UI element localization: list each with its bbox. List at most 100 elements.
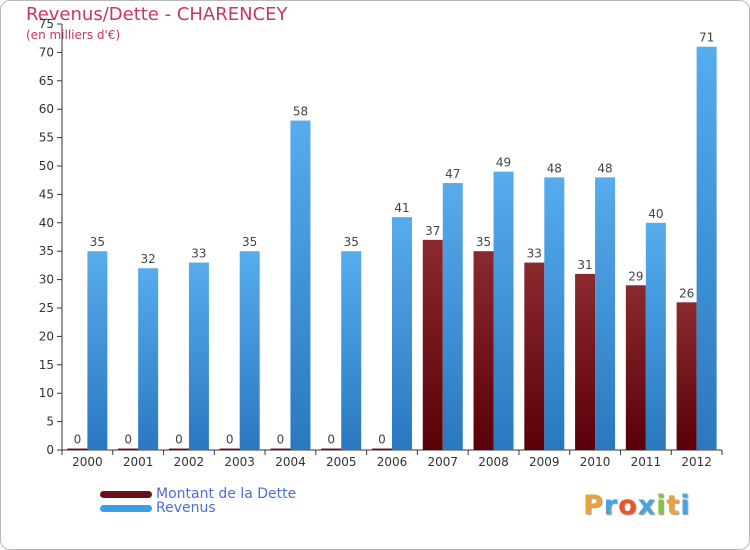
y-tick-label: 40 (39, 216, 54, 230)
x-tick-label: 2009 (529, 455, 560, 469)
logo-letter: o (618, 490, 638, 521)
bar-revenue (595, 177, 616, 451)
y-tick-label: 0 (46, 443, 54, 457)
data-label-revenue: 48 (597, 161, 612, 175)
data-label-debt: 31 (577, 258, 592, 272)
data-label-debt: 0 (124, 433, 132, 447)
data-label-revenue: 47 (445, 167, 460, 181)
legend-item-debt: Montant de la Dette (100, 486, 296, 502)
bar-debt (422, 239, 443, 450)
data-label-debt: 26 (679, 286, 694, 300)
legend-item-revenue: Revenus (100, 500, 216, 516)
y-tick-label: 5 (46, 415, 54, 429)
y-tick-label: 70 (39, 45, 54, 59)
bar-debt (372, 448, 392, 450)
bar-revenue (239, 251, 260, 450)
data-label-revenue: 35 (242, 235, 257, 249)
y-tick-label: 25 (39, 301, 54, 315)
x-tick-label: 2012 (681, 455, 712, 469)
y-tick-label: 75 (39, 17, 54, 31)
bar-revenue (138, 268, 159, 450)
bar-debt (219, 448, 240, 450)
y-tick-label: 10 (39, 386, 54, 400)
y-tick-label: 20 (39, 329, 54, 343)
bar-debt (676, 302, 697, 450)
bar-revenue (645, 222, 666, 450)
logo-letter: i (680, 490, 691, 521)
data-label-revenue: 40 (648, 207, 663, 221)
chart-title: Revenus/Dette - CHARENCEY (26, 4, 288, 25)
x-tick-label: 2011 (631, 455, 662, 469)
x-tick-label: 2006 (377, 455, 408, 469)
bar-revenue (392, 217, 412, 450)
data-label-debt: 37 (425, 224, 440, 238)
y-tick-label: 15 (39, 358, 54, 372)
bar-revenue (341, 251, 362, 450)
logo-letter: r (603, 490, 619, 521)
data-label-revenue: 49 (496, 156, 511, 170)
x-tick-label: 2002 (174, 455, 205, 469)
x-tick-label: 2007 (427, 455, 458, 469)
bar-revenue (493, 171, 514, 450)
data-label-revenue: 32 (141, 252, 156, 266)
x-tick-label: 2000 (72, 455, 103, 469)
logo-letter: P (583, 490, 604, 521)
y-tick-label: 45 (39, 187, 54, 201)
legend-swatch-revenue (100, 504, 152, 512)
bar-revenue (87, 251, 108, 450)
y-tick-label: 35 (39, 244, 54, 258)
bar-debt (270, 448, 291, 450)
bar-revenue (290, 120, 311, 450)
data-label-debt: 0 (378, 433, 386, 447)
data-label-revenue: 35 (344, 235, 359, 249)
x-tick-label: 2005 (326, 455, 357, 469)
data-label-debt: 35 (476, 235, 491, 249)
legend-label-revenue: Revenus (156, 500, 216, 516)
logo-letter: t (666, 490, 681, 521)
bar-debt (168, 448, 189, 450)
data-label-revenue: 33 (191, 247, 206, 261)
proxiti-logo: Proxiti (583, 490, 691, 521)
data-label-debt: 0 (74, 433, 82, 447)
bar-debt (118, 448, 139, 450)
x-tick-label: 2008 (478, 455, 509, 469)
data-label-debt: 0 (277, 433, 285, 447)
bar-debt (625, 285, 646, 450)
data-label-revenue: 58 (293, 105, 308, 119)
bars (67, 46, 717, 451)
x-tick-label: 2010 (580, 455, 611, 469)
bar-revenue (188, 262, 209, 450)
y-tick-label: 60 (39, 102, 54, 116)
x-tick-label: 2004 (275, 455, 306, 469)
bar-debt (473, 251, 494, 450)
data-label-debt: 0 (226, 433, 234, 447)
bar-revenue (442, 183, 463, 451)
legend-label-debt: Montant de la Dette (156, 486, 297, 502)
data-labels: 0 35 0 32 0 33 0 35 0 58 0 35 0 41 37 47 35 49 33 48 31 48 29 4… (74, 31, 715, 447)
bar-debt (575, 273, 596, 450)
logo-letter: x (637, 490, 657, 521)
data-label-revenue: 41 (394, 201, 409, 215)
bar-debt (321, 448, 342, 450)
data-label-revenue: 71 (699, 31, 714, 45)
chart-subtitle: (en milliers d'€) (26, 28, 121, 42)
bar-revenue (544, 177, 565, 451)
bar-debt (67, 448, 88, 450)
bar-revenue (696, 46, 717, 450)
x-tick-label: 2003 (224, 455, 255, 469)
y-tick-label: 30 (39, 273, 54, 287)
data-label-debt: 33 (527, 247, 542, 261)
legend-swatch-debt (100, 490, 152, 498)
x-tick-label: 2001 (123, 455, 154, 469)
data-label-debt: 29 (628, 269, 643, 283)
axes: 0 5 10 15 20 25 30 35 40 45 50 55 60 65 70 75 2000 2001 20… (39, 17, 723, 469)
data-label-revenue: 48 (547, 161, 562, 175)
data-label-debt: 0 (327, 433, 335, 447)
y-tick-label: 65 (39, 74, 54, 88)
logo-letter: i (656, 490, 667, 521)
data-label-revenue: 35 (90, 235, 105, 249)
data-label-debt: 0 (175, 433, 183, 447)
y-tick-label: 50 (39, 159, 54, 173)
